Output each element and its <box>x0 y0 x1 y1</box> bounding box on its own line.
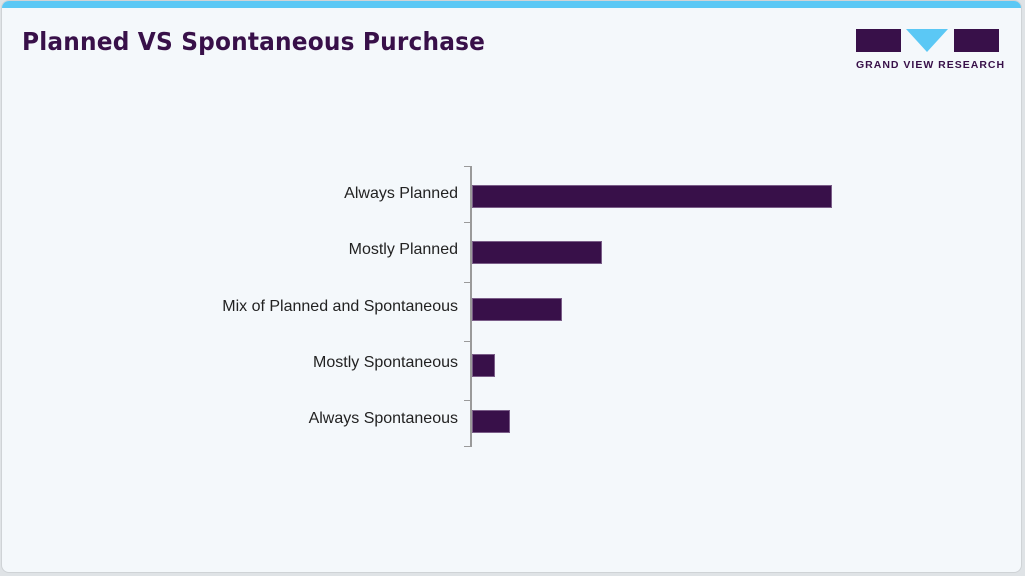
axis-tick <box>464 446 471 447</box>
bar <box>472 354 496 377</box>
axis-tick <box>464 282 471 283</box>
y-axis-line <box>470 166 472 447</box>
bar <box>472 241 602 264</box>
axis-tick <box>464 166 471 167</box>
page-title: Planned VS Spontaneous Purchase <box>22 27 486 56</box>
axis-tick <box>464 400 471 401</box>
logo-text: GRAND VIEW RESEARCH <box>856 59 1006 71</box>
bar <box>472 185 832 208</box>
logo-g-block-icon <box>856 29 901 52</box>
bar <box>472 410 510 433</box>
axis-tick <box>464 222 471 223</box>
bar <box>472 298 562 321</box>
category-label: Mostly Spontaneous <box>313 354 458 371</box>
category-label: Mostly Planned <box>348 241 458 258</box>
accent-top-bar <box>2 1 1021 8</box>
logo-v-triangle-icon <box>906 29 948 52</box>
category-label: Always Spontaneous <box>308 410 458 427</box>
logo-r-block-icon <box>954 29 999 52</box>
category-label: Always Planned <box>344 185 458 202</box>
axis-tick <box>464 341 471 342</box>
grand-view-research-logo: GRAND VIEW RESEARCH <box>856 29 1004 73</box>
category-label: Mix of Planned and Spontaneous <box>222 298 458 315</box>
